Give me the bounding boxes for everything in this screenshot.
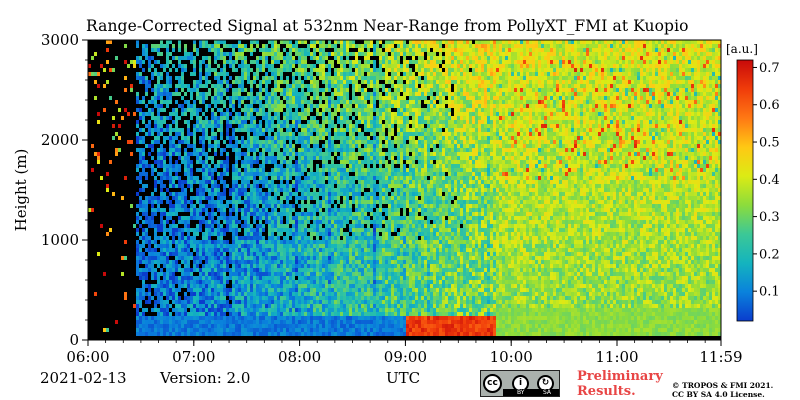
x-tick-label: 11:00 (595, 348, 638, 366)
y-tick-label: 3000 (41, 31, 79, 49)
x-tick-label: 08:00 (278, 348, 321, 366)
date-label: 2021-02-13 (40, 369, 127, 387)
heatmap-plot (88, 40, 721, 340)
copyright-line-1: © TROPOS & FMI 2021. (672, 381, 774, 390)
x-tick-label: 07:00 (172, 348, 215, 366)
by-text: BY (517, 389, 525, 396)
preliminary-line-1: Preliminary (577, 369, 663, 384)
x-tick-label: 06:00 (66, 348, 109, 366)
colorbar-tick-label: 0.5 (759, 136, 780, 151)
y-tick-label: 1000 (41, 231, 79, 249)
colorbar-tick-label: 0.4 (759, 173, 780, 188)
cc-icon: cc (483, 374, 502, 393)
y-axis-label: Height (m) (12, 148, 30, 232)
colorbar-tick-label: 0.7 (759, 61, 780, 76)
version-label: Version: 2.0 (160, 369, 251, 387)
colorbar-unit-label: [a.u.] (726, 42, 758, 56)
sa-text: SA (543, 389, 552, 396)
copyright-line-2: CC BY SA 4.0 License. (672, 390, 765, 399)
chart-title: Range-Corrected Signal at 532nm Near-Ran… (86, 17, 689, 35)
copyright-note: © TROPOS & FMI 2021. CC BY SA 4.0 Licens… (672, 381, 773, 399)
x-tick-label: 10:00 (490, 348, 533, 366)
x-axis: 06:00 07:00 08:00 09:00 10:00 11:00 11:59 (66, 340, 743, 366)
preliminary-line-2: Results. (577, 384, 636, 399)
cc-license-badge[interactable]: cc i ↻ BY SA (480, 370, 560, 397)
preliminary-results-note: Preliminary Results. (577, 369, 663, 399)
x-tick-label: 09:00 (384, 348, 427, 366)
colorbar-bar (736, 59, 754, 322)
colorbar-tick-label: 0.6 (759, 98, 780, 113)
y-tick-label: 0 (69, 331, 79, 349)
colorbar-tick-label: 0.2 (759, 247, 780, 262)
x-axis-label: UTC (386, 369, 421, 387)
colorbar-tick-label: 0.1 (759, 285, 780, 300)
colorbar-tick-label: 0.3 (759, 210, 780, 225)
cc-strip: BY SA (503, 389, 559, 396)
x-tick-label: 11:59 (699, 348, 742, 366)
y-tick-label: 2000 (41, 131, 79, 149)
y-axis: 0 1000 2000 3000 (41, 31, 88, 349)
colorbar: 0.1 0.2 0.3 0.4 0.5 0.6 0.7 (736, 59, 780, 322)
plot-frame (87, 39, 722, 341)
